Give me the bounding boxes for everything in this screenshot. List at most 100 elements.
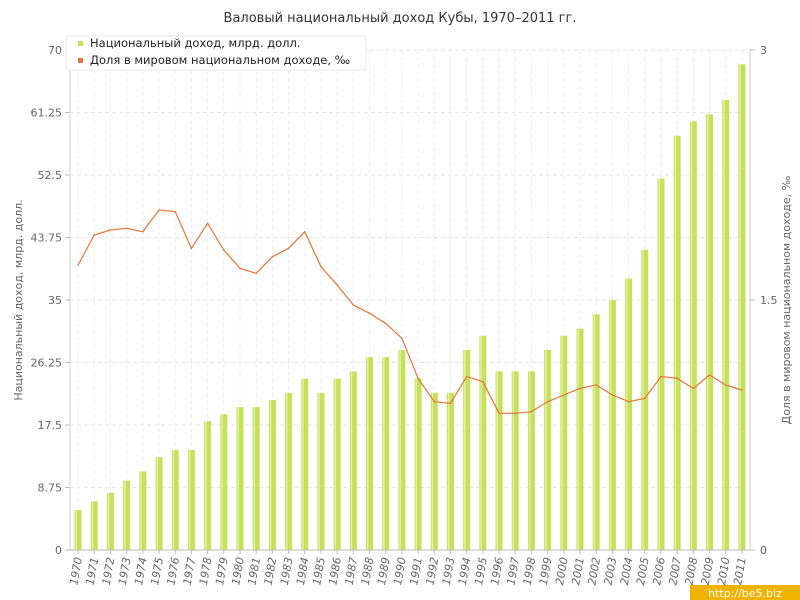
bar-highlight bbox=[221, 414, 223, 550]
x-tick-label: 1985 bbox=[310, 556, 328, 586]
x-tick-label: 1980 bbox=[229, 556, 247, 586]
bar-highlight bbox=[188, 450, 191, 550]
bar-highlight bbox=[577, 328, 579, 550]
x-tick-label: 1971 bbox=[84, 556, 102, 586]
line-point bbox=[77, 264, 79, 266]
bar bbox=[301, 378, 309, 550]
x-tick-label: 1984 bbox=[294, 556, 312, 586]
line-point bbox=[676, 377, 678, 380]
x-tick-label: 1973 bbox=[116, 556, 134, 586]
bar bbox=[641, 250, 649, 550]
bar-highlight bbox=[334, 378, 337, 550]
line-point bbox=[449, 402, 452, 405]
x-tick-label: 1976 bbox=[165, 556, 183, 586]
x-tick-label: 1996 bbox=[488, 556, 506, 586]
bar bbox=[495, 371, 503, 550]
bar-highlight bbox=[723, 100, 725, 550]
bar-highlight bbox=[237, 407, 239, 550]
x-tick-label: 2004 bbox=[618, 556, 636, 586]
bar-highlight bbox=[593, 314, 596, 550]
right-tick-label: 3 bbox=[760, 44, 767, 57]
x-tick-label: 1999 bbox=[537, 556, 555, 586]
right-tick-label: 1.5 bbox=[760, 294, 778, 307]
bar bbox=[349, 371, 357, 550]
bar-highlight bbox=[415, 378, 417, 550]
line-point bbox=[174, 210, 177, 213]
line-point bbox=[401, 337, 403, 340]
bar-highlight bbox=[626, 278, 628, 550]
x-tick-label: 2011 bbox=[731, 556, 749, 586]
line-point bbox=[93, 234, 96, 236]
line-point bbox=[368, 312, 371, 315]
x-tick-label: 2000 bbox=[553, 556, 571, 586]
x-tick-label: 2007 bbox=[666, 556, 684, 586]
bar bbox=[74, 510, 82, 550]
bar-highlight bbox=[674, 135, 677, 550]
line-point bbox=[287, 247, 290, 250]
line-point bbox=[530, 410, 533, 413]
bar bbox=[738, 64, 746, 551]
bar-highlight bbox=[91, 501, 94, 550]
bar-highlight bbox=[286, 392, 288, 550]
bar-highlight bbox=[140, 471, 142, 550]
watermark: http://be5.biz bbox=[690, 585, 800, 600]
legend-marker-income bbox=[78, 41, 83, 46]
right-tick-label: 0 bbox=[760, 544, 767, 557]
bar-series bbox=[74, 64, 746, 551]
watermark-badge bbox=[690, 585, 800, 600]
line-point bbox=[206, 222, 209, 225]
left-tick-label: 43.75 bbox=[31, 232, 63, 245]
line-point bbox=[482, 380, 484, 383]
x-tick-label: 1987 bbox=[343, 556, 361, 586]
bar-highlight bbox=[318, 392, 320, 550]
bar-highlight bbox=[302, 378, 304, 550]
line-point bbox=[158, 209, 160, 211]
x-tick-label: 1995 bbox=[472, 556, 490, 586]
bar-highlight bbox=[545, 350, 547, 550]
bar bbox=[236, 407, 244, 550]
legend: Национальный доход, млрд. долл. Доля в м… bbox=[65, 35, 367, 71]
x-tick-label: 1983 bbox=[278, 556, 296, 586]
x-tick-label: 2003 bbox=[602, 556, 620, 586]
bar-highlight bbox=[528, 371, 531, 550]
x-tick-label: 1979 bbox=[213, 556, 231, 586]
line-series bbox=[77, 209, 743, 415]
bar-highlight bbox=[707, 114, 709, 551]
x-tick-label: 1975 bbox=[148, 556, 166, 586]
bar bbox=[544, 350, 552, 550]
left-tick-label: 17.5 bbox=[38, 419, 63, 432]
line-point bbox=[643, 397, 646, 400]
bar bbox=[625, 278, 633, 550]
bar bbox=[268, 400, 276, 550]
left-axis-label: Национальный доход, млрд. долл. bbox=[12, 199, 25, 400]
legend-box bbox=[65, 35, 367, 71]
line-point bbox=[239, 267, 241, 270]
line-point bbox=[255, 272, 257, 275]
bar-highlight bbox=[512, 371, 515, 550]
line-point bbox=[433, 400, 436, 403]
x-tick-label: 1978 bbox=[197, 556, 215, 586]
bar bbox=[592, 314, 600, 550]
bar-highlight bbox=[253, 407, 256, 550]
x-tick-label: 2006 bbox=[650, 556, 668, 586]
line-point bbox=[125, 227, 128, 230]
line-point bbox=[223, 249, 225, 251]
x-tick-label: 1986 bbox=[326, 556, 344, 586]
bar-highlight bbox=[124, 480, 126, 550]
x-tick-label: 1997 bbox=[505, 556, 523, 586]
x-tick-label: 1994 bbox=[456, 556, 474, 586]
bar bbox=[252, 407, 260, 550]
bar bbox=[560, 335, 568, 550]
left-tick-label: 35 bbox=[48, 294, 62, 307]
bar-highlight bbox=[431, 392, 434, 550]
x-tick-label: 2002 bbox=[585, 556, 603, 586]
line-point bbox=[417, 377, 419, 380]
bar bbox=[382, 357, 390, 550]
line-point bbox=[611, 394, 614, 396]
bar-highlight bbox=[172, 450, 175, 550]
left-tick-label: 26.25 bbox=[31, 357, 63, 370]
bar bbox=[155, 457, 163, 550]
bar bbox=[123, 480, 131, 550]
x-tick-label: 1992 bbox=[424, 556, 442, 586]
